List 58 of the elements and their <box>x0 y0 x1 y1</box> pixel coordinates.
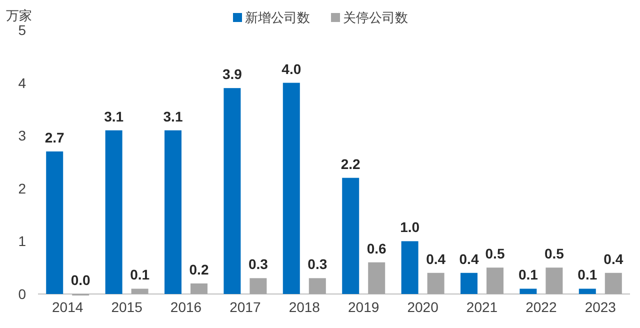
bar <box>486 268 504 294</box>
bar <box>520 288 537 294</box>
bar <box>401 241 418 294</box>
x-tick-label: 2014 <box>52 299 84 315</box>
data-label: 0.0 <box>70 272 91 288</box>
bar <box>460 272 478 294</box>
y-tick-label: 5 <box>18 22 26 38</box>
y-tick-label: 2 <box>18 180 26 196</box>
bar <box>578 288 596 294</box>
bar <box>342 178 360 294</box>
bar <box>131 288 148 294</box>
bar <box>250 278 267 294</box>
data-label: 0.5 <box>485 246 505 262</box>
data-label: 0.1 <box>130 266 150 283</box>
x-tick-label: 2015 <box>111 299 143 315</box>
data-label: 0.4 <box>604 250 624 267</box>
x-tick-label: 2016 <box>170 299 202 315</box>
bar <box>164 130 182 294</box>
data-label: 3.9 <box>222 66 242 82</box>
y-axis-title: 万家 <box>6 8 32 23</box>
x-tick-label: 2021 <box>466 299 498 315</box>
y-tick-label: 0 <box>18 286 26 302</box>
data-label: 2.7 <box>44 129 65 146</box>
bar <box>546 268 563 294</box>
legend-label: 关停公司数 <box>343 10 408 25</box>
bar <box>190 283 208 294</box>
data-label: 0.5 <box>544 246 564 262</box>
data-label: 0.1 <box>518 266 538 283</box>
data-label: 1.0 <box>400 219 420 236</box>
data-label: 0.4 <box>459 250 479 267</box>
data-label: 3.1 <box>104 108 124 124</box>
data-label: 0.3 <box>248 256 268 272</box>
bar <box>282 82 300 294</box>
data-label: 0.3 <box>308 256 328 272</box>
legend-label: 新增公司数 <box>245 10 310 25</box>
data-label: 4.0 <box>282 60 302 77</box>
bar <box>604 272 622 294</box>
data-label: 2.2 <box>340 156 361 172</box>
x-tick-label: 2023 <box>584 299 616 315</box>
x-tick-label: 2018 <box>288 299 320 315</box>
data-label: 0.6 <box>366 240 387 256</box>
y-tick-label: 1 <box>18 233 26 250</box>
data-label: 0.1 <box>578 266 598 283</box>
x-tick-label: 2022 <box>526 299 557 315</box>
x-tick-label: 2020 <box>407 299 439 315</box>
data-label: 0.4 <box>426 250 446 267</box>
y-tick-label: 3 <box>18 128 26 144</box>
bar <box>427 272 444 294</box>
y-tick-label: 4 <box>18 74 26 91</box>
data-label: 0.2 <box>189 261 209 278</box>
bar <box>105 130 122 294</box>
data-label: 3.1 <box>163 108 183 124</box>
bar <box>224 88 241 294</box>
bar <box>368 262 386 294</box>
x-tick-label: 2019 <box>348 299 380 315</box>
bar <box>308 278 326 294</box>
bar <box>46 151 64 294</box>
x-tick-label: 2017 <box>230 299 261 315</box>
